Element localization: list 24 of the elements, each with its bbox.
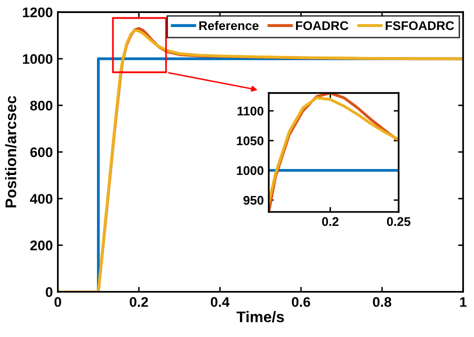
y-tick-label: 200 [30,240,52,250]
y-tick-label: 0 [46,287,52,298]
y-tick-label: 800 [30,100,52,111]
y-tick-label: 600 [30,147,52,158]
x-tick-label: 0 [54,297,62,307]
x-tick-label: 0.2 [322,217,338,226]
y-tick-label: 1000 [22,54,52,64]
legend-label: FSFOADRC [386,21,454,30]
legend-label: Reference [199,20,259,30]
x-axis-title: Time/s [236,311,284,322]
y-tick-label: 1100 [238,106,264,116]
y-tick-label: 1000 [236,166,264,175]
x-tick-label: 0.6 [292,297,310,307]
y-axis-title: Position/arcsec [5,96,16,208]
legend-label: FOADRC [296,21,348,30]
x-tick-label: 0.2 [130,297,148,307]
y-tick-label: 400 [30,194,52,204]
x-tick-label: 0.25 [386,217,410,226]
x-tick-label: 1 [460,297,467,307]
x-tick-label: 0.8 [372,297,392,307]
y-tick-label: 1050 [236,136,264,146]
y-tick-label: 950 [243,196,264,205]
x-tick-label: 0.4 [210,297,230,307]
y-tick-label: 1200 [22,7,52,18]
